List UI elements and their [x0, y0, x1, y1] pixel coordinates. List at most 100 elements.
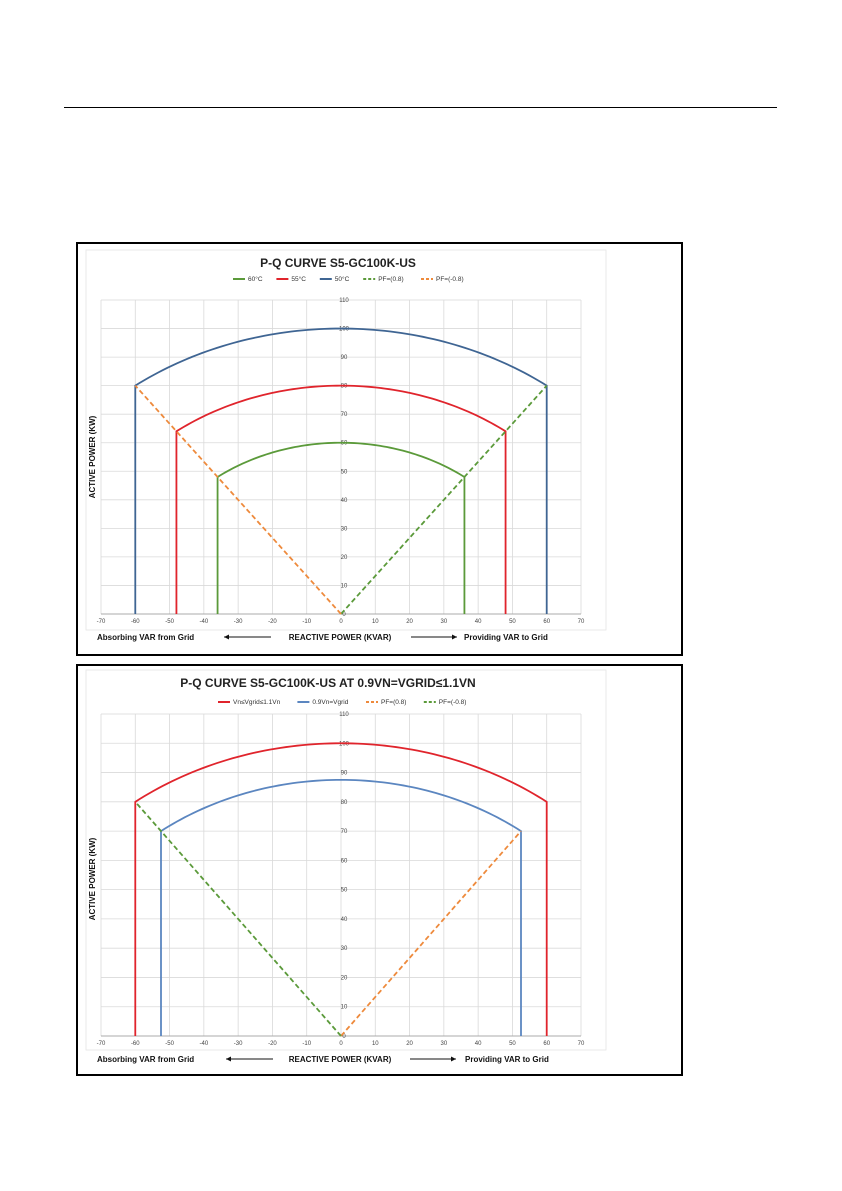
x-tick-label: 30 — [441, 619, 448, 625]
y-tick-label: 10 — [341, 583, 348, 589]
y-tick-label: 0 — [342, 1034, 346, 1040]
legend-label: PF=(0.8) — [381, 699, 406, 706]
legend-label: 60°C — [248, 275, 263, 283]
x-axis-title: REACTIVE POWER (KVAR) — [289, 633, 392, 642]
y-tick-label: 70 — [341, 829, 348, 835]
y-tick-label: 0 — [342, 612, 346, 618]
x-tick-label: 10 — [372, 619, 379, 625]
x-tick-label: -70 — [97, 1041, 106, 1047]
legend: Vn≤Vgrid≤1.1Vn 0.9Vn=Vgrid PF=(0.8) PF=(-0.… — [218, 699, 466, 706]
x-tick-label: 50 — [509, 619, 516, 625]
x-tick-label: -60 — [131, 1041, 140, 1047]
series-line — [340, 385, 548, 615]
x-tick-label: -70 — [97, 619, 106, 625]
series-line — [216, 441, 466, 615]
left-arrow-head-icon — [226, 1056, 231, 1062]
series-line — [160, 778, 522, 1036]
x-tick-label: -50 — [165, 619, 174, 625]
legend-item: 0.9Vn=Vgrid — [297, 699, 349, 706]
y-tick-label: 110 — [339, 298, 349, 304]
right-arrow-head-icon — [452, 634, 457, 640]
pq-chart-1-frame: -70 -60 -50 -40 -30 -20 -10 0 10 20 30 40 50 60 70 0 10 2… — [76, 242, 683, 656]
y-tick-label: 40 — [341, 917, 348, 923]
legend-item: PF=(-0.8) — [423, 699, 467, 706]
series-line — [175, 384, 507, 615]
x-tick-label: -10 — [302, 1041, 311, 1047]
x-tick-label: 20 — [406, 1041, 413, 1047]
chart-title: P-Q CURVE S5-GC100K-US — [260, 256, 416, 270]
y-tick-label: 60 — [341, 441, 348, 447]
legend-item: PF=(0.8) — [363, 276, 404, 283]
y-tick-label: 60 — [341, 858, 348, 864]
header-rule — [64, 107, 777, 108]
legend-label: 50°C — [335, 275, 350, 283]
x-tick-label: 0 — [339, 619, 343, 625]
x-tick-label: 70 — [578, 619, 585, 625]
x-tick-label: -20 — [268, 619, 277, 625]
y-tick-label: 90 — [341, 355, 348, 361]
x-tick-label: 10 — [372, 1041, 379, 1047]
x-tick-label: -10 — [302, 619, 311, 625]
legend-item: Vn≤Vgrid≤1.1Vn — [218, 699, 281, 706]
legend-item: PF=(0.8) — [366, 699, 406, 706]
x-tick-label: 60 — [543, 1041, 550, 1047]
x-tick-label: 30 — [441, 1041, 448, 1047]
pq-chart-2-frame: -70 -60 -50 -40 -30 -20 -10 0 10 20 30 40 50 60 70 0 10 2… — [76, 664, 683, 1076]
pq-chart-1: -70 -60 -50 -40 -30 -20 -10 0 10 20 30 40 50 60 70 0 10 2… — [85, 249, 607, 642]
right-arrow-head-icon — [451, 1056, 456, 1062]
legend-label: PF=(-0.8) — [436, 276, 464, 283]
series-line — [134, 327, 548, 615]
legend-item: PF=(-0.8) — [421, 276, 464, 283]
legend: 60°C 55°C 50°C PF=(0.8) PF=(-0.8) — [233, 275, 464, 283]
legend-label: 0.9Vn=Vgrid — [312, 699, 348, 706]
legend-label: PF=(-0.8) — [439, 699, 467, 706]
y-tick-label: 20 — [341, 555, 348, 561]
plot-area — [85, 249, 607, 631]
x-tick-label: -20 — [268, 1041, 277, 1047]
x-tick-label: 50 — [509, 1041, 516, 1047]
y-tick-label: 100 — [339, 327, 350, 333]
right-note: Providing VAR to Grid — [464, 633, 548, 642]
chart-title: P-Q CURVE S5-GC100K-US AT 0.9VN=VGRID≤1.… — [180, 676, 475, 690]
legend-label: PF=(0.8) — [378, 276, 403, 283]
x-tick-label: 70 — [578, 1041, 585, 1047]
y-tick-label: 50 — [341, 469, 348, 475]
x-tick-label: 20 — [406, 619, 413, 625]
y-tick-label: 100 — [339, 741, 350, 747]
left-note: Absorbing VAR from Grid — [97, 1055, 194, 1064]
y-axis-title: ACTIVE POWER (KW) — [88, 837, 97, 920]
series-line — [340, 830, 522, 1037]
x-tick-label: -60 — [131, 619, 140, 625]
right-note: Providing VAR to Grid — [465, 1055, 549, 1064]
y-tick-label: 10 — [341, 1005, 348, 1011]
x-tick-label: 40 — [475, 1041, 482, 1047]
x-tick-label: 60 — [543, 619, 550, 625]
x-tick-label: -30 — [234, 619, 243, 625]
x-tick-label: -30 — [234, 1041, 243, 1047]
legend-item: 60°C — [233, 275, 263, 283]
x-axis-title: REACTIVE POWER (KVAR) — [289, 1055, 392, 1064]
series-line — [134, 742, 548, 1037]
y-tick-label: 110 — [339, 712, 349, 718]
y-axis-title: ACTIVE POWER (KW) — [88, 415, 97, 498]
y-tick-label: 80 — [341, 384, 348, 390]
x-tick-label: 40 — [475, 619, 482, 625]
x-tick-label: 0 — [339, 1041, 343, 1047]
legend-item: 55°C — [276, 275, 306, 283]
legend-label: Vn≤Vgrid≤1.1Vn — [233, 699, 281, 706]
series-line — [134, 801, 342, 1037]
left-note: Absorbing VAR from Grid — [97, 633, 194, 642]
series-line — [134, 385, 342, 615]
x-tick-label: -40 — [200, 1041, 209, 1047]
y-tick-label: 40 — [341, 498, 348, 504]
y-tick-label: 90 — [341, 771, 348, 777]
x-tick-label: -50 — [165, 1041, 174, 1047]
legend-item: 50°C — [319, 275, 350, 283]
y-tick-label: 30 — [341, 946, 348, 952]
y-tick-label: 20 — [341, 975, 348, 981]
left-arrow-head-icon — [224, 634, 229, 640]
y-tick-label: 70 — [341, 412, 348, 418]
pq-chart-2: -70 -60 -50 -40 -30 -20 -10 0 10 20 30 40 50 60 70 0 10 2… — [85, 669, 607, 1064]
x-tick-label: -40 — [200, 619, 209, 625]
y-tick-label: 80 — [341, 800, 348, 806]
